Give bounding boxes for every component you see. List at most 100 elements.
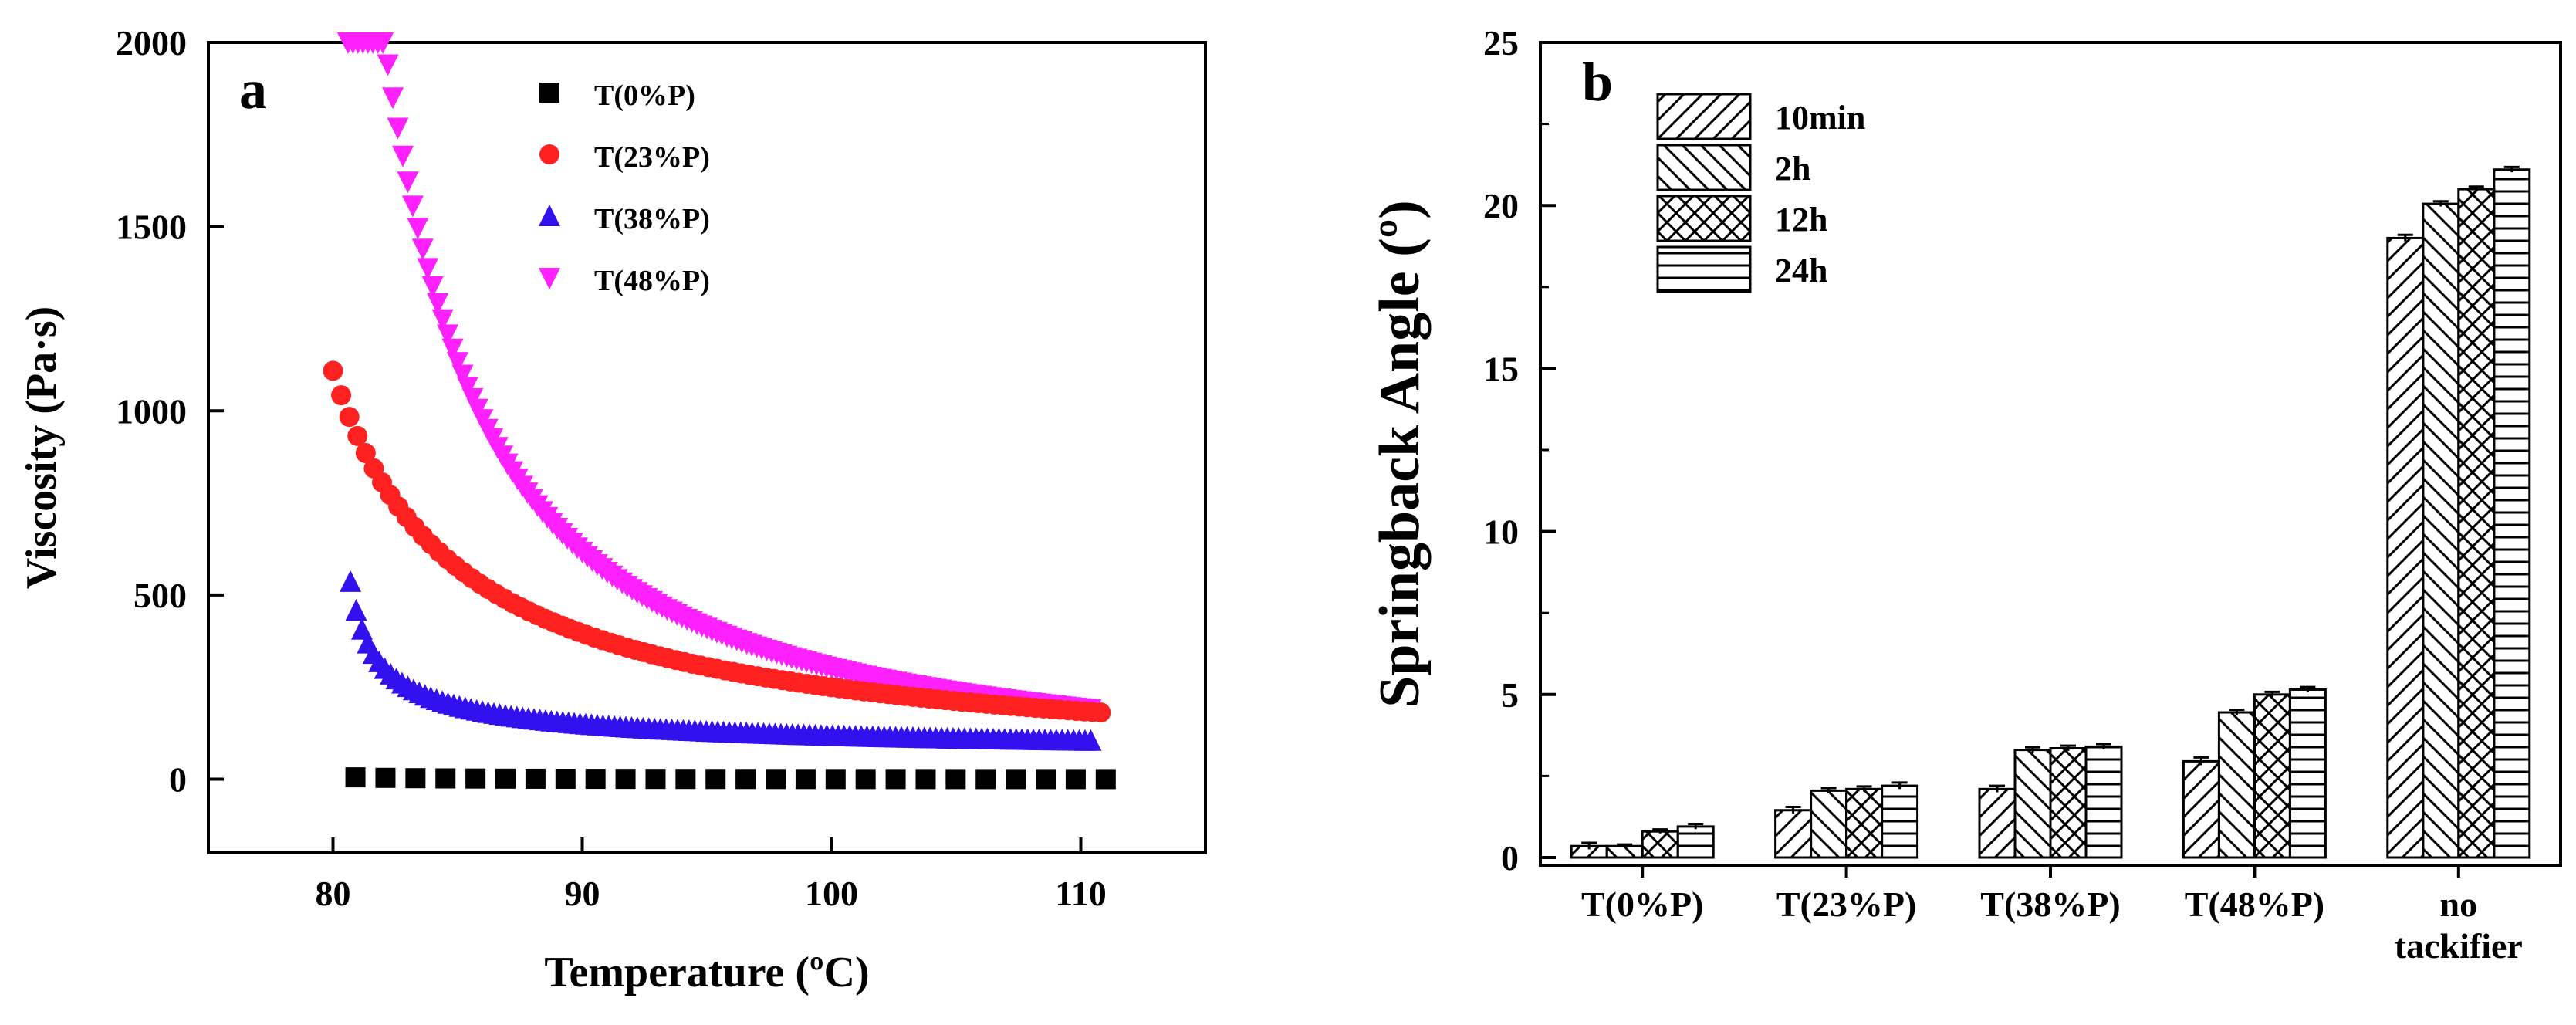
y-tick-label-b: 0 — [1501, 838, 1519, 878]
bar — [2013, 749, 2052, 859]
bar — [2182, 759, 2220, 859]
x-tick-label-b: T(0%P) — [1581, 885, 1703, 924]
legend-label-a: T(48%P) — [594, 265, 710, 297]
plot-frame-a — [207, 41, 1207, 854]
data-point — [675, 769, 696, 790]
data-point — [427, 293, 449, 316]
bar — [2386, 236, 2425, 859]
y-tick-label-b: 10 — [1483, 512, 1519, 552]
x-tick-label-a: 80 — [316, 874, 351, 913]
y-tick-label-b: 15 — [1483, 349, 1519, 388]
data-point — [855, 769, 876, 790]
bar — [2288, 688, 2327, 859]
bar — [1881, 784, 1919, 859]
bar — [2253, 693, 2291, 859]
data-point — [1006, 769, 1026, 790]
springback-chart: 0 5 10 15 20 25 T(0%P) T(23%P) T(38%P) T(48%P) no… — [1368, 23, 2562, 966]
data-point — [323, 360, 343, 381]
data-point — [407, 218, 429, 240]
data-point — [915, 769, 936, 790]
panel-label-a: a — [239, 59, 267, 120]
bar — [1605, 844, 1644, 859]
x-axis-a: 80 90 100 110 — [316, 837, 1107, 913]
y-tick-label-b: 25 — [1483, 23, 1519, 63]
data-point — [825, 769, 846, 790]
y-tick-label-b: 20 — [1483, 186, 1519, 225]
x-tick-label-a: 90 — [565, 874, 600, 913]
data-point — [437, 324, 459, 347]
y-tick-label-a: 1500 — [116, 208, 187, 247]
data-point — [645, 769, 666, 790]
y-tick-label-a: 2000 — [116, 23, 187, 63]
data-point — [495, 768, 516, 789]
bar — [1641, 830, 1679, 859]
data-point — [456, 377, 478, 399]
data-point — [705, 769, 726, 790]
bar — [2049, 746, 2088, 859]
y-axis-a: 0 500 1000 1500 2000 — [116, 23, 224, 800]
x-axis-title-a: Temperature (ºC) — [544, 949, 869, 996]
bar — [1810, 789, 1848, 859]
panel-label-b: b — [1582, 51, 1613, 113]
data-point — [382, 87, 404, 110]
legend-label-a: T(23%P) — [594, 141, 710, 174]
legend-swatch-b — [1656, 144, 1752, 191]
data-point — [615, 769, 636, 790]
x-tick-label-b: tackifier — [2395, 926, 2523, 966]
data-point — [1090, 702, 1111, 723]
y-tick-label-b: 5 — [1501, 675, 1519, 715]
data-point — [355, 443, 376, 464]
y-tick-label-a: 500 — [134, 576, 187, 615]
legend-a: T(0%P) T(23%P) T(38%P) T(48%P) — [539, 79, 710, 297]
data-point — [1095, 769, 1116, 790]
legend-label-b: 2h — [1775, 150, 1810, 188]
bar — [1774, 809, 1813, 859]
data-point — [417, 258, 439, 280]
legend-label-b: 24h — [1775, 252, 1827, 289]
legend-marker — [539, 268, 560, 289]
y-tick-label-a: 1000 — [116, 391, 187, 431]
data-point — [339, 407, 360, 428]
y-axis-b: 0 5 10 15 20 25 — [1483, 23, 1556, 878]
x-tick-label-a: 100 — [805, 874, 858, 913]
data-point — [345, 599, 367, 621]
legend-marker — [539, 205, 560, 226]
data-point — [397, 171, 419, 194]
data-point — [405, 768, 426, 789]
legend-label-a: T(0%P) — [594, 79, 695, 112]
data-point — [795, 769, 816, 790]
y-axis-title-b: Springback Angle (º) — [1368, 200, 1432, 708]
bar — [2217, 711, 2256, 859]
legend-label-b: 10min — [1775, 99, 1865, 137]
data-point — [451, 364, 474, 387]
data-points-a — [323, 32, 1116, 790]
data-point — [331, 385, 352, 406]
x-tick-label-b: T(38%P) — [1980, 885, 2120, 924]
data-point — [885, 769, 906, 790]
x-tick-label-a: 110 — [1055, 874, 1106, 913]
data-point — [735, 769, 756, 790]
data-point — [375, 767, 396, 788]
data-point — [435, 768, 456, 789]
data-point — [1065, 769, 1086, 790]
x-tick-label-b: no — [2440, 885, 2478, 924]
data-point — [347, 425, 368, 446]
data-point — [391, 145, 414, 167]
y-axis-title-a: Viscosity (Pa·s) — [18, 306, 66, 590]
legend-swatch-b — [1656, 195, 1752, 242]
data-point — [447, 352, 468, 374]
data-point — [465, 768, 486, 789]
data-point — [340, 570, 362, 592]
data-point — [585, 769, 606, 790]
data-point — [345, 767, 366, 788]
x-tick-label-b: T(48%P) — [2185, 885, 2324, 924]
data-point — [387, 117, 409, 140]
bar — [2084, 745, 2123, 859]
data-point — [441, 338, 464, 360]
data-point — [431, 309, 454, 331]
bar — [2422, 202, 2460, 859]
bar — [1845, 787, 1884, 859]
legend-b: 10min 2h 12h 24h — [1656, 93, 1865, 293]
bars-b — [1570, 165, 2531, 859]
